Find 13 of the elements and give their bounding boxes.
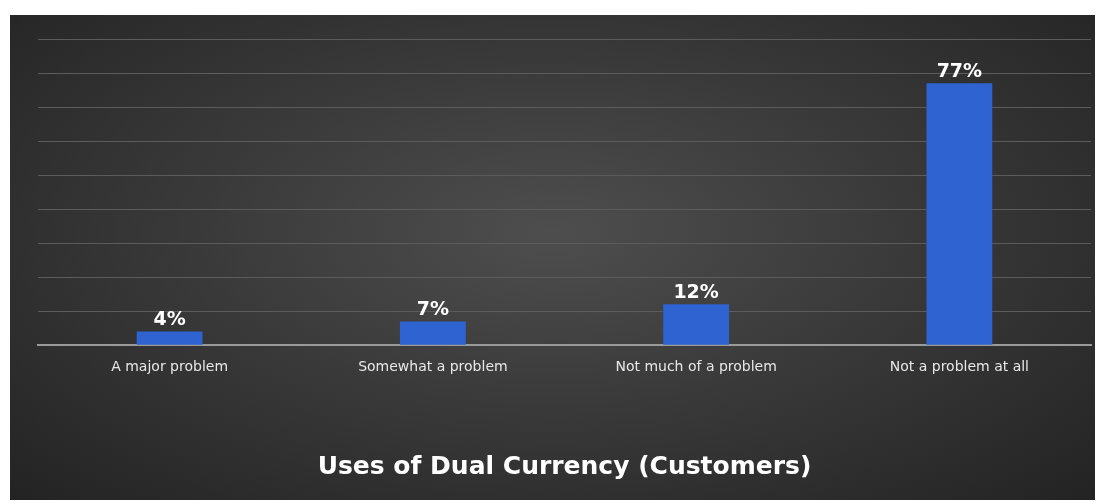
bar: [399, 321, 466, 345]
bar: [663, 304, 730, 345]
data-label: 12%: [673, 279, 719, 302]
x-tick-label: Not much of a problem: [615, 358, 777, 375]
bar: [926, 83, 993, 345]
x-tick-label: A major problem: [111, 358, 229, 375]
x-tick-label: Somewhat a problem: [358, 358, 508, 375]
text: Uses of Dual Currency (Customers): [317, 450, 812, 480]
data-label: 7%: [416, 296, 450, 319]
data-label: 4%: [153, 307, 186, 330]
bar: [136, 331, 203, 345]
data-label: 77%: [936, 58, 983, 81]
x-tick-label: Not a problem at all: [889, 358, 1030, 375]
